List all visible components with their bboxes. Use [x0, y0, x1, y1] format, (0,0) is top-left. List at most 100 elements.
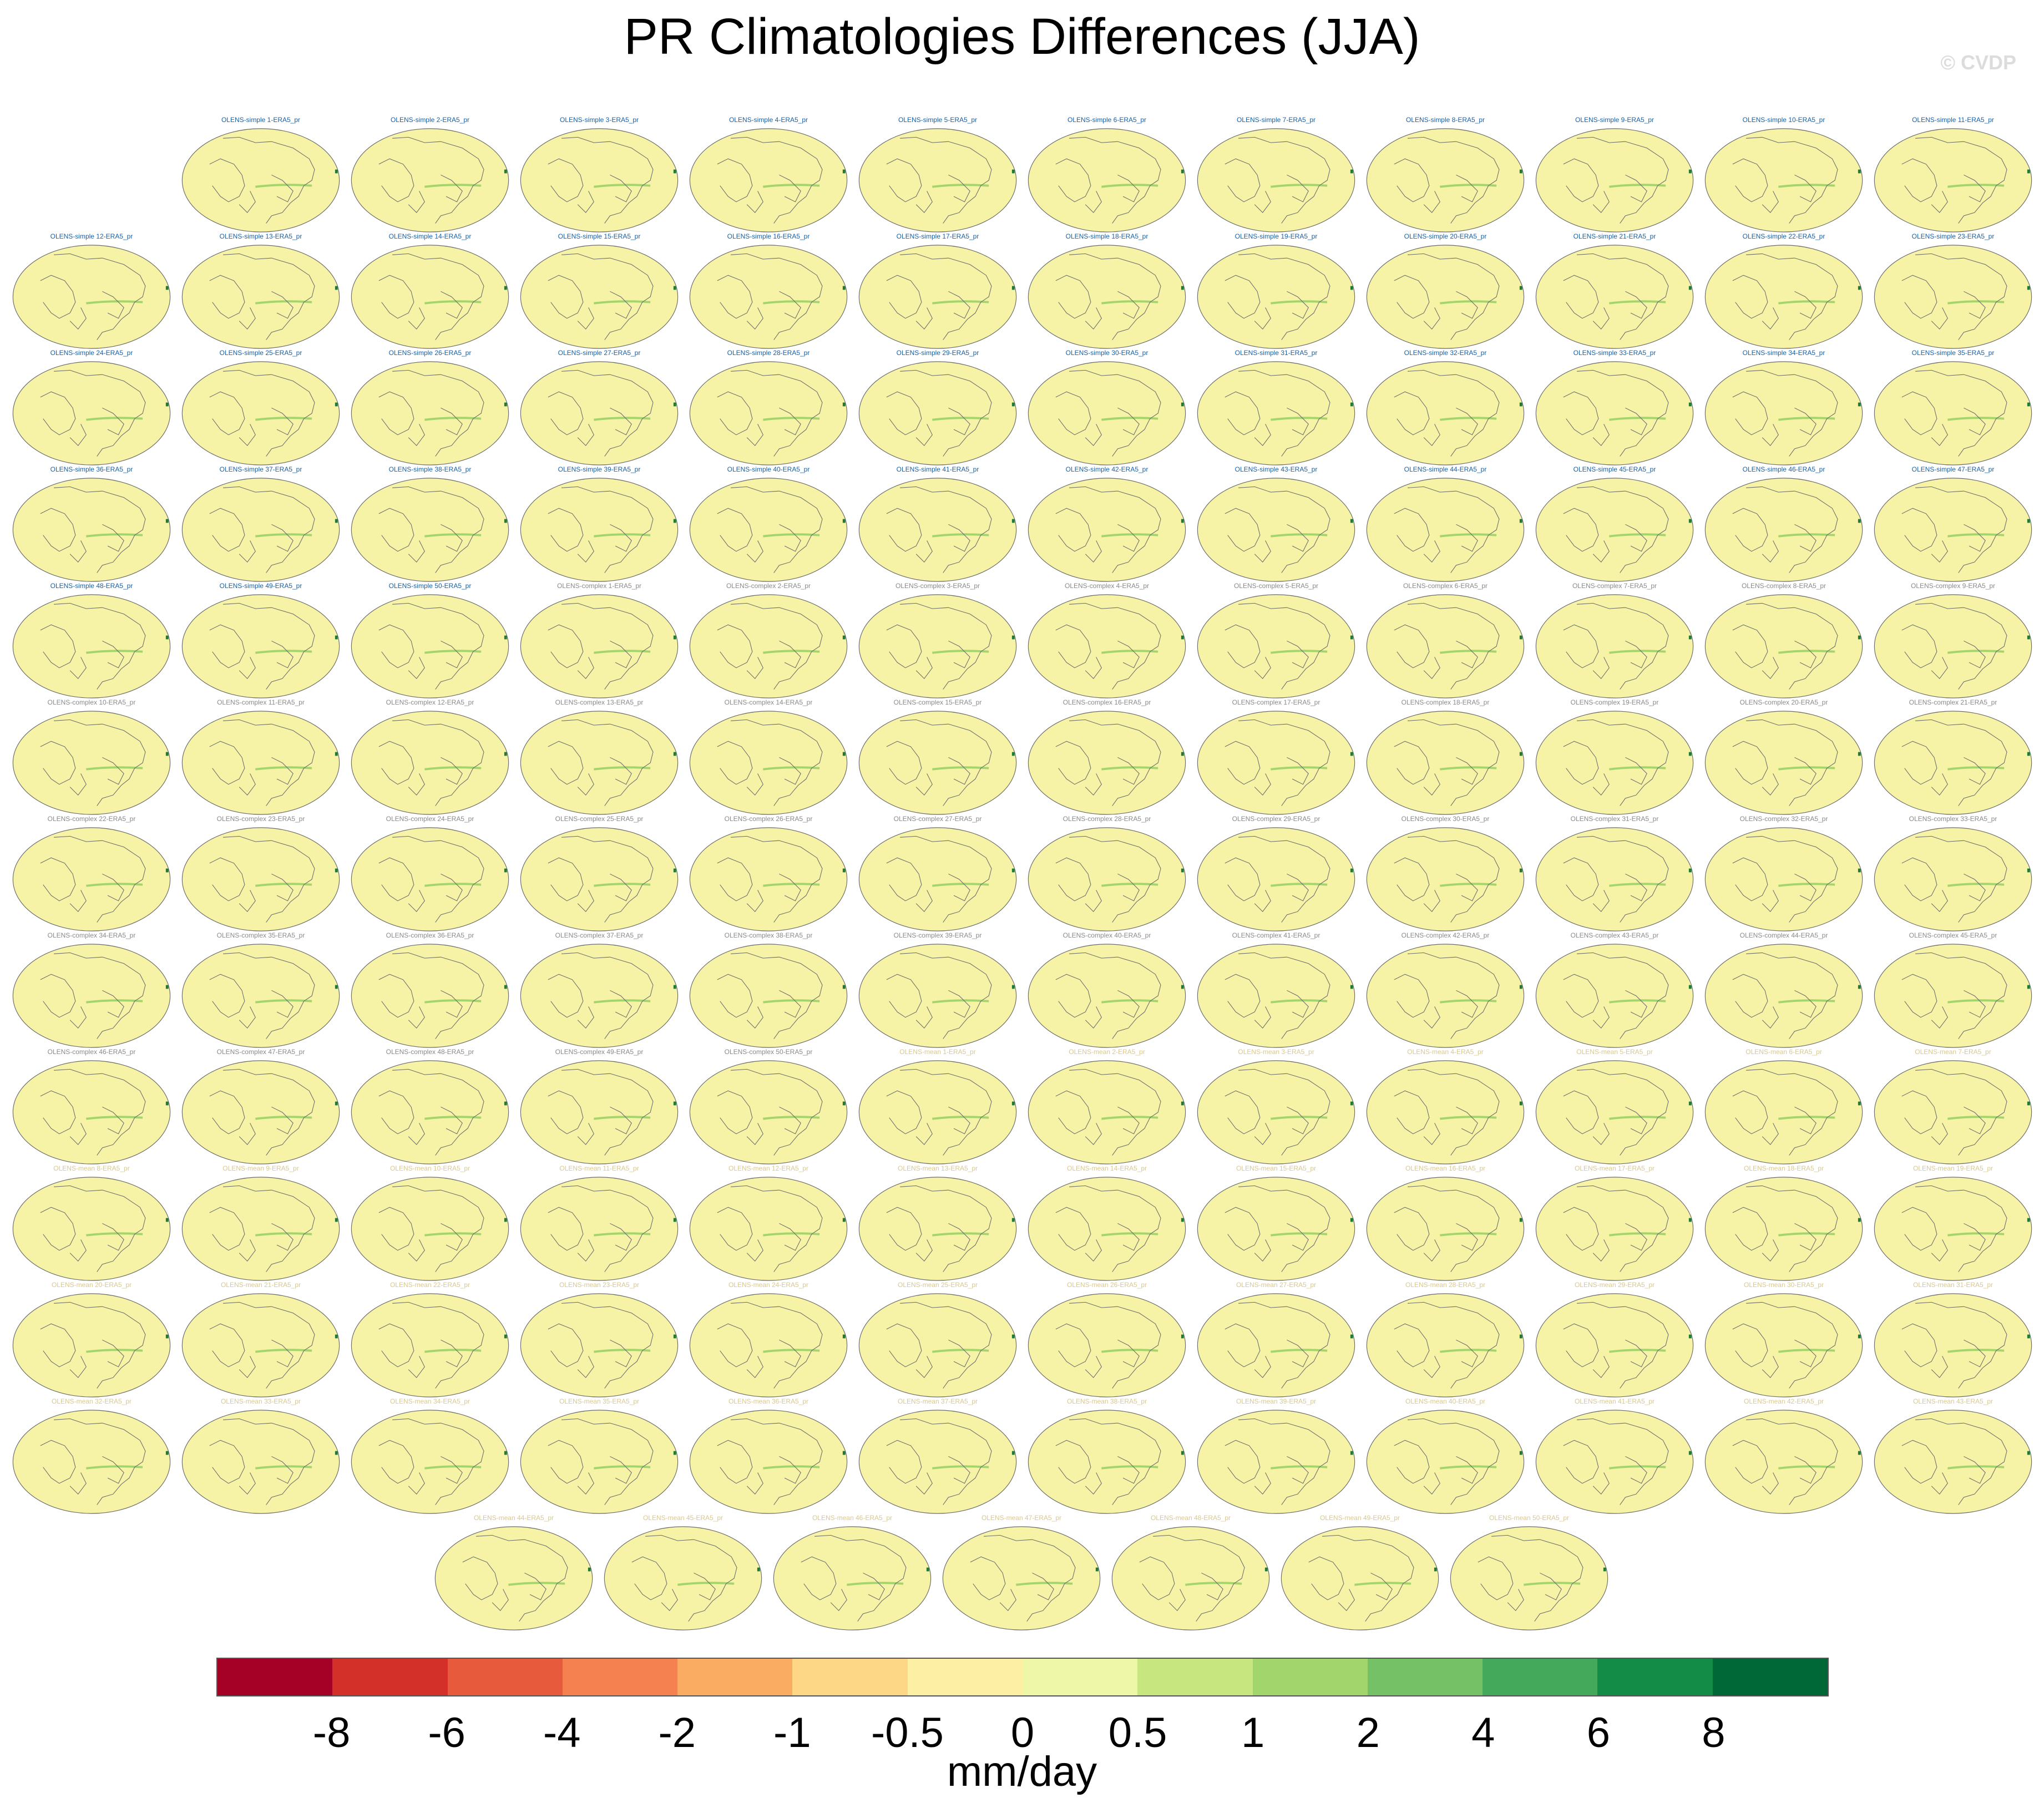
precip-anomaly-hotspot — [1350, 402, 1353, 407]
map-outline — [858, 1177, 1017, 1281]
map-outline — [1197, 594, 1355, 698]
world-map-projection — [1197, 1410, 1355, 1514]
coastlines — [1394, 602, 1500, 690]
map-outline — [689, 1060, 848, 1164]
coastlines — [548, 486, 654, 573]
precip-anomaly-hotspot — [1519, 1218, 1522, 1222]
map-outline — [858, 1410, 1017, 1514]
precip-anomaly-band — [424, 184, 482, 188]
map-panel: OLENS-simple 13-ERA5_pr — [179, 232, 343, 351]
precip-anomaly-hotspot — [504, 752, 507, 756]
coastlines — [1563, 253, 1669, 340]
map-outline — [1874, 128, 2032, 232]
map-outline — [12, 944, 171, 1048]
panel-title: OLENS-mean 45-ERA5_pr — [642, 1514, 724, 1522]
precip-anomaly-band — [594, 184, 651, 188]
world-map-projection — [1535, 1410, 1694, 1514]
map-panel: OLENS-complex 37-ERA5_pr — [517, 931, 681, 1050]
coastlines — [886, 486, 992, 573]
colorbar-swatch — [1712, 1659, 1828, 1695]
precip-anomaly-band — [1778, 1349, 1835, 1353]
precip-anomaly-band — [508, 1582, 565, 1586]
precip-anomaly-hotspot — [1858, 1218, 1861, 1222]
panel-title: OLENS-simple 7-ERA5_pr — [1236, 116, 1316, 124]
colorbar-tick-label: 8 — [1702, 1709, 1726, 1756]
map-panel: OLENS-complex 10-ERA5_pr — [9, 698, 174, 817]
map-outline — [520, 711, 679, 815]
precip-anomaly-band — [1101, 766, 1158, 771]
map-panel: OLENS-simple 14-ERA5_pr — [348, 232, 512, 351]
map-outline — [12, 478, 171, 582]
map-outline — [1028, 478, 1186, 582]
coastlines — [40, 602, 146, 690]
panel-title: OLENS-simple 34-ERA5_pr — [1742, 349, 1825, 357]
precip-anomaly-band — [1271, 766, 1328, 771]
precip-anomaly-hotspot — [1519, 752, 1522, 756]
precip-anomaly-band — [1778, 999, 1835, 1004]
map-panel: OLENS-simple 18-ERA5_pr — [1025, 232, 1189, 351]
panel-title: OLENS-mean 43-ERA5_pr — [1913, 1397, 1994, 1405]
precip-anomaly-hotspot — [1350, 1334, 1353, 1339]
precip-anomaly-band — [1778, 650, 1835, 654]
precip-anomaly-band — [1101, 883, 1158, 887]
panel-title: OLENS-complex 23-ERA5_pr — [216, 815, 305, 823]
precip-anomaly-hotspot — [165, 1334, 169, 1339]
panel-title: OLENS-mean 7-ERA5_pr — [1915, 1048, 1991, 1056]
coastlines — [1394, 1185, 1500, 1272]
world-map-projection — [1874, 827, 2032, 931]
map-outline — [689, 1293, 848, 1397]
precip-anomaly-band — [424, 1232, 482, 1237]
precip-anomaly-hotspot — [335, 519, 338, 523]
map-panel: OLENS-simple 6-ERA5_pr — [1025, 115, 1189, 234]
panel-title: OLENS-simple 47-ERA5_pr — [1911, 465, 1995, 473]
precip-anomaly-hotspot — [2027, 169, 2030, 174]
world-map-projection — [689, 1293, 848, 1397]
panel-title: OLENS-complex 43-ERA5_pr — [1570, 931, 1659, 939]
precip-anomaly-hotspot — [842, 286, 846, 290]
precip-anomaly-band — [763, 766, 820, 771]
precip-anomaly-band — [594, 417, 651, 421]
precip-anomaly-band — [424, 650, 482, 654]
coastlines — [1732, 253, 1838, 340]
panel-title: OLENS-mean 48-ERA5_pr — [1150, 1514, 1231, 1522]
map-panel: OLENS-simple 7-ERA5_pr — [1194, 115, 1358, 234]
coastlines — [1394, 1418, 1500, 1505]
panel-title: OLENS-simple 1-ERA5_pr — [221, 116, 301, 124]
map-panel: OLENS-complex 17-ERA5_pr — [1194, 698, 1358, 817]
precip-anomaly-band — [594, 999, 651, 1004]
map-outline — [1535, 478, 1694, 582]
panel-title: OLENS-mean 3-ERA5_pr — [1238, 1048, 1314, 1056]
world-map-projection — [1028, 1177, 1186, 1281]
precip-anomaly-hotspot — [1350, 985, 1353, 989]
map-panel: OLENS-complex 35-ERA5_pr — [179, 931, 343, 1050]
coastlines — [1901, 1418, 2007, 1505]
precip-anomaly-band — [1440, 417, 1497, 421]
map-outline — [181, 1177, 340, 1281]
map-outline — [181, 128, 340, 232]
coastlines — [1732, 719, 1838, 806]
precip-anomaly-band — [255, 1349, 312, 1353]
precip-anomaly-hotspot — [673, 1334, 676, 1339]
coastlines — [1732, 486, 1838, 573]
precip-anomaly-hotspot — [1350, 519, 1353, 523]
map-panel: OLENS-mean 21-ERA5_pr — [179, 1280, 343, 1399]
map-panel: OLENS-mean 48-ERA5_pr — [1109, 1513, 1273, 1632]
precip-anomaly-band — [1101, 533, 1158, 538]
world-map-projection — [1535, 478, 1694, 582]
panel-title: OLENS-complex 25-ERA5_pr — [555, 815, 644, 823]
panel-title: OLENS-mean 39-ERA5_pr — [1236, 1397, 1317, 1405]
map-outline — [1281, 1526, 1439, 1630]
panel-title: OLENS-simple 22-ERA5_pr — [1742, 232, 1825, 240]
world-map-projection — [1197, 827, 1355, 931]
precip-anomaly-band — [1440, 1232, 1497, 1237]
panel-title: OLENS-complex 6-ERA5_pr — [1403, 582, 1488, 590]
map-panel: OLENS-mean 32-ERA5_pr — [9, 1397, 174, 1516]
precip-anomaly-hotspot — [2027, 286, 2030, 290]
map-panel: OLENS-simple 20-ERA5_pr — [1363, 232, 1527, 351]
colorbar-tick-label: 0.5 — [1108, 1709, 1167, 1756]
precip-anomaly-hotspot — [1350, 286, 1353, 290]
map-panel: OLENS-complex 18-ERA5_pr — [1363, 698, 1527, 817]
world-map-projection — [858, 594, 1017, 698]
coastlines — [1055, 486, 1161, 573]
world-map-projection — [858, 944, 1017, 1048]
